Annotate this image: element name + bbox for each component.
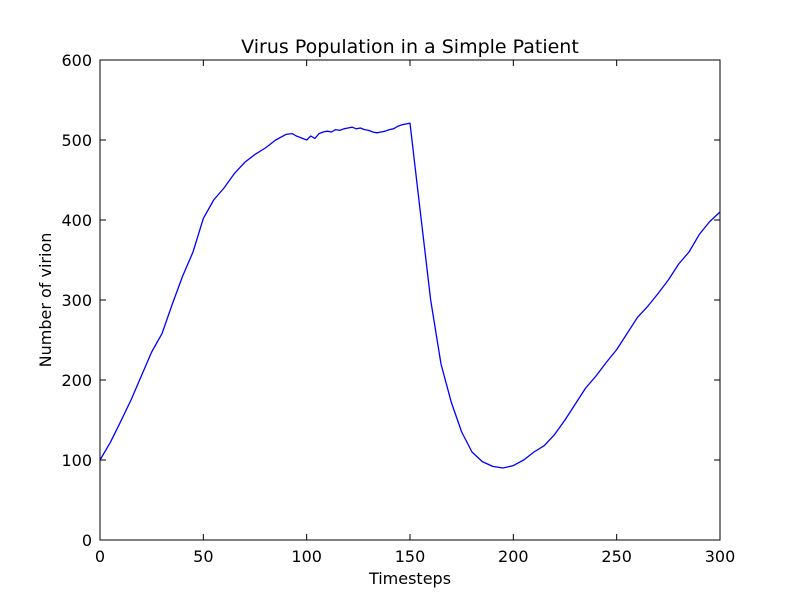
y-tick-label: 300 xyxy=(61,291,92,310)
x-tick-label: 250 xyxy=(601,547,632,566)
x-tick-label: 100 xyxy=(291,547,322,566)
y-tick-label: 400 xyxy=(61,211,92,230)
series-line-0 xyxy=(99,122,721,469)
y-tick-label: 100 xyxy=(61,451,92,470)
y-tick-label: 600 xyxy=(61,51,92,70)
x-axis-label: Timesteps xyxy=(368,569,451,588)
y-tick-label: 0 xyxy=(82,531,92,550)
x-tick-label: 0 xyxy=(95,547,105,566)
plot-area xyxy=(99,122,721,469)
x-tick-label: 300 xyxy=(705,547,736,566)
y-tick-label: 500 xyxy=(61,131,92,150)
axes-frame xyxy=(99,59,721,541)
y-axis-label: Number of virion xyxy=(36,233,55,368)
x-tick-label: 150 xyxy=(395,547,426,566)
x-tick-label: 50 xyxy=(193,547,213,566)
x-tick-label: 200 xyxy=(498,547,529,566)
y-tick-label: 200 xyxy=(61,371,92,390)
chart-title: Virus Population in a Simple Patient xyxy=(241,36,579,58)
axis-ticks: 0 50 100 150 200 250 300 0 100 200 300 400 500 600 xyxy=(61,51,735,566)
